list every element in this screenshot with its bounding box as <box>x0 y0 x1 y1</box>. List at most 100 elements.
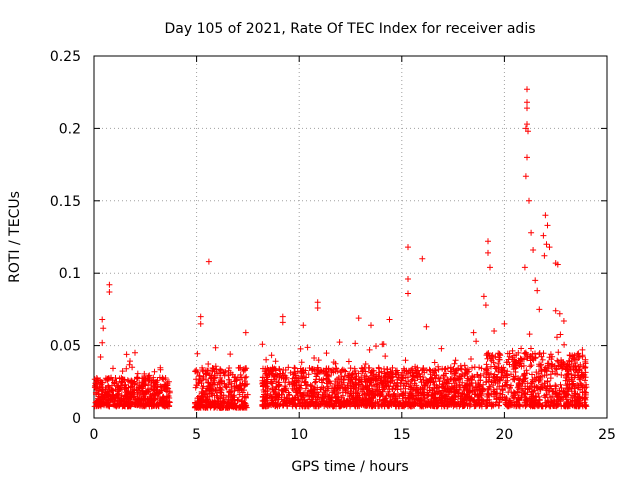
data-point <box>214 370 221 377</box>
data-point <box>352 375 359 382</box>
data-point <box>558 372 565 378</box>
data-point <box>118 395 125 402</box>
data-point <box>362 376 369 383</box>
data-point <box>538 366 545 373</box>
data-point <box>389 364 396 371</box>
data-point <box>522 173 529 180</box>
data-point <box>515 349 522 356</box>
data-point <box>272 366 279 373</box>
data-point <box>536 351 543 358</box>
plot-frame <box>93 55 608 419</box>
data-point <box>391 380 398 387</box>
data-point <box>499 386 506 392</box>
data-point <box>231 374 238 381</box>
data-point <box>100 398 106 405</box>
data-point <box>106 281 113 288</box>
data-point <box>375 364 382 371</box>
data-point <box>403 398 410 405</box>
data-point <box>160 402 166 409</box>
data-point <box>151 368 158 375</box>
data-point <box>423 367 430 374</box>
data-point <box>285 364 292 371</box>
data-point <box>386 316 393 323</box>
data-point <box>166 395 173 401</box>
data-point <box>518 356 524 363</box>
data-point <box>94 380 101 387</box>
data-point <box>341 373 348 380</box>
data-point <box>97 354 104 360</box>
data-point <box>381 365 387 372</box>
data-point <box>129 380 136 387</box>
data-point <box>508 371 514 378</box>
data-point <box>469 377 475 384</box>
data-point <box>341 367 348 374</box>
data-point <box>565 370 572 377</box>
data-point <box>488 390 495 397</box>
data-point <box>525 128 531 135</box>
data-point <box>528 229 535 236</box>
data-point <box>210 399 217 406</box>
data-point <box>209 381 216 388</box>
data-point <box>527 383 534 390</box>
data-point <box>501 367 508 374</box>
data-point <box>405 378 412 385</box>
data-point <box>413 368 420 375</box>
data-point <box>244 391 251 398</box>
data-point <box>465 387 472 394</box>
data-point <box>560 388 567 395</box>
data-point <box>233 404 240 411</box>
data-point <box>521 264 528 271</box>
data-point <box>490 373 497 380</box>
axis-ticks: 0 5 10 15 20 25 0 0.05 0.1 0.15 0.2 0.25 <box>50 49 616 443</box>
data-point <box>395 374 402 381</box>
data-point <box>315 370 321 377</box>
data-point <box>416 400 423 407</box>
data-point <box>228 388 235 395</box>
data-point <box>235 396 242 403</box>
data-point <box>563 362 570 369</box>
data-point <box>506 385 513 392</box>
data-point <box>236 365 243 371</box>
data-point <box>217 374 224 381</box>
data-point <box>238 386 245 393</box>
data-point <box>123 365 130 372</box>
data-point <box>479 388 486 395</box>
data-point <box>197 313 204 320</box>
data-point <box>552 403 559 409</box>
data-point <box>452 388 459 395</box>
y-tick-label: 0 <box>72 411 81 427</box>
data-point <box>570 363 577 370</box>
data-point <box>326 402 333 409</box>
data-point <box>288 398 295 405</box>
data-point <box>576 367 583 374</box>
data-point <box>259 341 266 348</box>
data-point <box>337 369 344 376</box>
data-point <box>109 382 115 389</box>
data-point <box>504 372 511 379</box>
data-point <box>450 376 457 383</box>
data-point <box>135 384 142 391</box>
data-point <box>308 383 315 390</box>
data-point <box>362 382 369 389</box>
data-point <box>132 349 138 356</box>
data-point <box>274 403 281 410</box>
data-point <box>483 374 490 381</box>
data-point <box>202 367 209 374</box>
data-point <box>471 364 478 371</box>
data-point <box>319 379 326 386</box>
data-point <box>352 402 359 409</box>
data-point <box>150 379 157 386</box>
data-point <box>197 395 204 401</box>
data-point <box>572 372 579 379</box>
data-point <box>343 403 350 410</box>
data-point <box>528 345 534 352</box>
data-point <box>546 244 553 251</box>
data-point <box>261 397 268 404</box>
data-point <box>239 393 246 400</box>
data-point <box>126 361 133 368</box>
data-point <box>301 379 308 386</box>
data-point <box>522 375 529 381</box>
data-point <box>504 359 511 366</box>
data-point <box>564 403 571 410</box>
data-point <box>126 391 133 398</box>
